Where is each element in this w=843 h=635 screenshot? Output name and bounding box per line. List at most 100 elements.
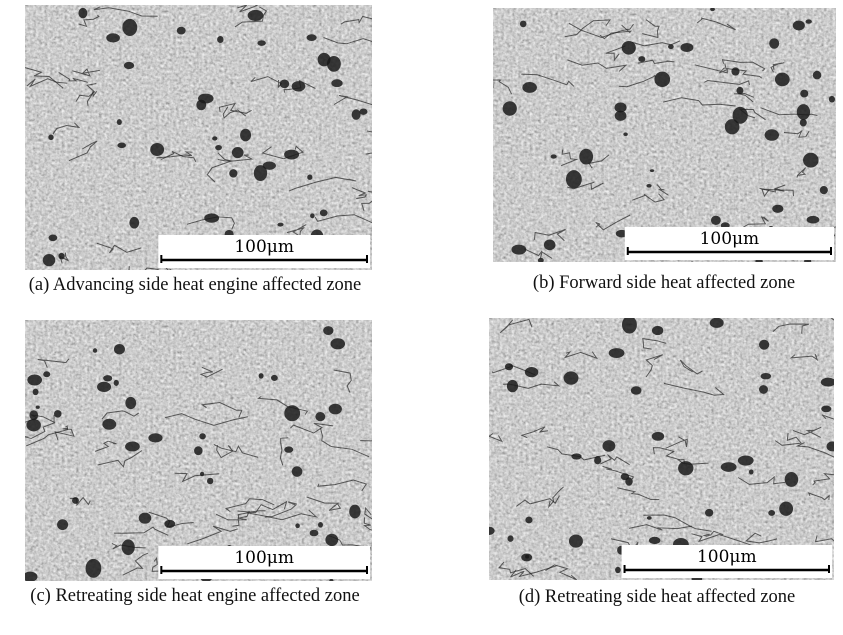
particle (768, 510, 776, 516)
grain-boundary (215, 513, 247, 527)
particle (92, 348, 98, 353)
particle (638, 56, 646, 63)
particle (164, 519, 176, 528)
particle (602, 440, 616, 452)
particle (43, 371, 51, 378)
grain-boundary (792, 426, 822, 438)
particle (571, 453, 582, 460)
grain-boundary (645, 354, 663, 378)
grain (25, 5, 372, 270)
particle (710, 8, 715, 12)
grain-boundary (187, 525, 238, 545)
particle (784, 472, 799, 487)
grain-boundary (200, 401, 243, 418)
particle (615, 566, 621, 574)
particle (27, 374, 43, 386)
grain-boundary (94, 440, 117, 452)
grain-boundary (545, 564, 578, 580)
particle (54, 410, 62, 418)
grain-boundary (807, 492, 830, 501)
particle (524, 367, 539, 378)
particle (680, 42, 694, 52)
particle (506, 379, 519, 393)
grain-boundary (783, 129, 810, 138)
particle (504, 363, 514, 371)
particle (623, 132, 628, 136)
grain-boundary (691, 533, 758, 548)
grain-boundary (638, 59, 675, 65)
particle (654, 71, 671, 88)
grain-boundary (521, 73, 575, 87)
grain-boundary (696, 17, 736, 31)
particle (102, 418, 117, 430)
grain-boundary (286, 224, 307, 238)
particle (318, 522, 323, 528)
particle (103, 375, 113, 382)
particle (85, 558, 102, 578)
grain-boundary (58, 71, 88, 83)
particle (258, 373, 264, 379)
grain-boundary (237, 500, 288, 514)
particle (277, 222, 284, 227)
grain-boundary (160, 150, 197, 163)
particle (709, 318, 724, 328)
particle (568, 534, 583, 548)
particle (42, 253, 56, 267)
particle (732, 106, 748, 124)
grain-boundary (222, 106, 246, 119)
particle (116, 119, 122, 126)
grain (489, 318, 834, 580)
scale-box (158, 235, 370, 268)
grain-boundary (796, 167, 807, 178)
grain-boundary (534, 229, 566, 242)
scale-box (621, 545, 832, 578)
grain-boundary (724, 63, 763, 79)
grain-boundary (772, 323, 810, 334)
grain-boundary (599, 24, 633, 40)
particle (117, 142, 126, 149)
grain-boundary (314, 214, 372, 224)
caption: (d) Retreating side heat affected zone (518, 587, 796, 607)
particle (129, 216, 140, 229)
particle (215, 145, 222, 151)
grain-boundary (52, 122, 81, 135)
panel: 100μm (d) Retreating side heat affected z… (489, 318, 837, 608)
grain-boundary (595, 214, 631, 231)
particle (759, 385, 768, 394)
grain-boundary (546, 446, 606, 461)
grain-boundary (364, 506, 372, 520)
particle (760, 372, 772, 380)
particle (525, 516, 533, 524)
grain-boundary (632, 193, 666, 203)
grain-boundary (563, 350, 599, 360)
grain-boundary (642, 338, 667, 350)
particle (315, 411, 326, 422)
particle (812, 70, 822, 80)
particle (291, 466, 303, 477)
particle (113, 379, 119, 386)
grain-boundary (761, 188, 794, 198)
grain-boundary (523, 248, 553, 259)
particle (774, 72, 790, 87)
particle (646, 183, 652, 188)
grain-boundary (830, 318, 834, 321)
scale-label: 100μm (697, 547, 757, 567)
particle (351, 109, 361, 120)
particle (113, 343, 125, 355)
grain-boundary (26, 78, 68, 88)
particle (204, 213, 220, 223)
particle (826, 441, 834, 452)
particle (651, 325, 664, 336)
grain-boundary (151, 556, 167, 572)
grain-boundary (547, 486, 564, 509)
grain-boundary (128, 266, 159, 270)
particle (772, 204, 784, 213)
particle (792, 20, 805, 31)
particle (764, 129, 780, 141)
panel: 100μm (a) Advancing side heat engine affe… (25, 5, 385, 296)
particle (247, 9, 264, 21)
grain-boundary (111, 542, 146, 550)
particle (72, 497, 79, 504)
particle (207, 477, 214, 485)
